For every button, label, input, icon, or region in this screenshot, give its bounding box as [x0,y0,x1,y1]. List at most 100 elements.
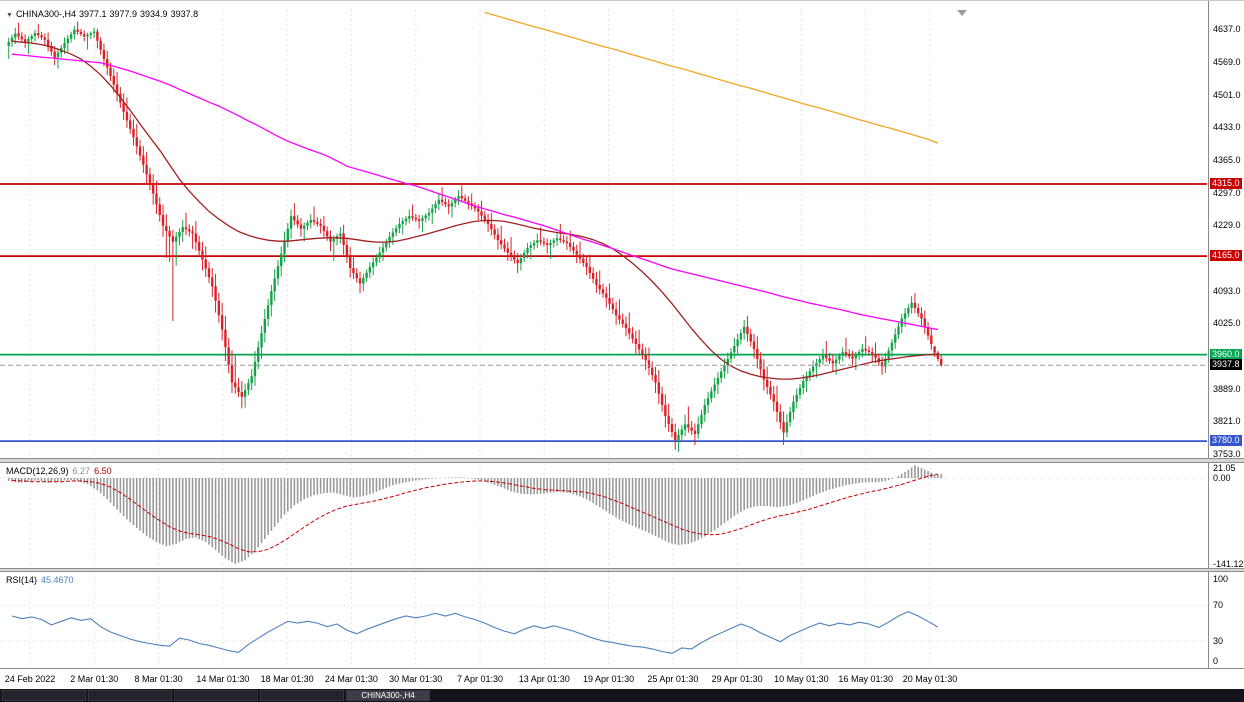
candle-body [161,215,165,226]
candle-body [148,174,152,184]
candle-body [398,223,401,229]
time-axis[interactable]: 24 Feb 2022 2 Mar 01:30 8 Mar 01:30 14 Mar … [0,668,1244,689]
pane-separator[interactable] [0,458,1244,463]
candle-body [920,313,923,319]
candle-body [647,360,651,368]
candlestick-chart-svg[interactable] [0,1,1208,459]
candle-body [408,216,411,219]
chart-tab[interactable] [260,690,344,701]
candle-body [552,240,555,243]
candle-body [752,341,756,349]
price-axis-label: 4025.0 [1213,318,1241,329]
candle-body [214,286,217,301]
candle-body [874,353,877,358]
candle-body [257,347,260,362]
candle-body [513,256,516,260]
candle-body [411,216,414,218]
candle-body [27,39,30,43]
time-axis-label: 18 Mar 01:30 [260,674,314,684]
candle-body [145,164,148,175]
time-axis-label: 19 Apr 01:30 [583,674,635,684]
candle-body [805,376,808,381]
candle-body [779,411,782,423]
candle-body [660,393,664,405]
candle-body [818,359,821,363]
candle-body [897,326,900,335]
ohlc-open-value: 3977.1 [78,9,107,19]
candle-body [125,111,129,121]
candle-body [677,434,680,441]
candle-body [171,236,175,242]
time-axis-label: 16 May 01:30 [838,674,893,684]
chart-tab[interactable] [2,690,86,701]
candle-body [500,240,503,245]
candle-body [559,238,562,240]
candle-body [910,302,913,308]
candle-body [887,350,890,359]
candle-body [463,198,467,201]
candle-body [565,241,569,244]
candle-body [690,427,693,431]
chevron-down-icon[interactable]: ▼ [6,12,13,19]
ohlc-low-value: 3934.9 [140,9,168,19]
candle-body [792,401,795,412]
rsi-scale-label: 0 [1213,656,1219,666]
rsi-scale-label: 30 [1213,635,1224,646]
ma-fast-line [11,40,938,380]
candle-body [142,155,145,165]
candle-body [316,221,319,224]
candle-body [765,379,769,387]
macd-indicator-svg[interactable] [0,463,1208,568]
candle-body [628,328,631,334]
candle-body [618,315,621,320]
candle-body [270,291,273,305]
candle-body [454,199,457,203]
rsi-indicator-svg[interactable] [0,572,1208,668]
candle-body [729,352,733,359]
chart-tab[interactable] [88,690,172,701]
price-axis-label: 4637.0 [1213,24,1241,35]
candle-body [283,241,286,254]
candle-body [785,422,789,433]
time-axis-label: 29 Apr 01:30 [711,674,763,684]
candle-body [749,334,752,342]
candle-body [831,360,835,364]
candle-body [79,31,83,35]
candle-body [762,369,766,380]
candle-body [598,284,601,290]
candle-body [742,326,746,334]
rsi-name: RSI(14) [6,575,38,585]
candle-body [854,355,858,359]
candle-body [129,120,132,129]
candle-body [296,220,299,225]
candle-body [263,319,267,333]
candle-body [220,315,224,330]
candle-body [339,233,342,237]
price-axis-label: 4569.0 [1213,56,1241,67]
candle-body [585,262,588,268]
price-axis[interactable]: 4637.0 4569.0 4501.0 4433.0 4365.0 4297.0 4229… [1208,1,1244,668]
candle-body [903,313,907,319]
candle-body [490,223,493,230]
chart-tab-active[interactable]: CHINA300-,H4 [346,690,430,701]
candle-body [368,267,372,273]
candle-body [739,333,743,340]
candle-body [795,394,798,402]
candle-body [624,323,628,329]
macd-signal-line [11,473,939,553]
candle-body [280,253,283,267]
candle-body [802,381,805,388]
candle-body [237,387,240,393]
pane-separator[interactable] [0,568,1244,572]
candle-body [706,398,710,406]
candle-body [345,245,349,257]
candle-body [926,327,930,336]
candle-body [201,250,204,260]
chart-shift-marker-icon[interactable] [957,10,967,16]
candle-body [188,229,191,232]
candle-body [578,254,582,259]
time-axis-label: 24 Feb 2022 [4,674,56,684]
chart-tab[interactable] [174,690,258,701]
rsi-value: 45.4670 [41,575,74,585]
candle-body [388,236,391,243]
